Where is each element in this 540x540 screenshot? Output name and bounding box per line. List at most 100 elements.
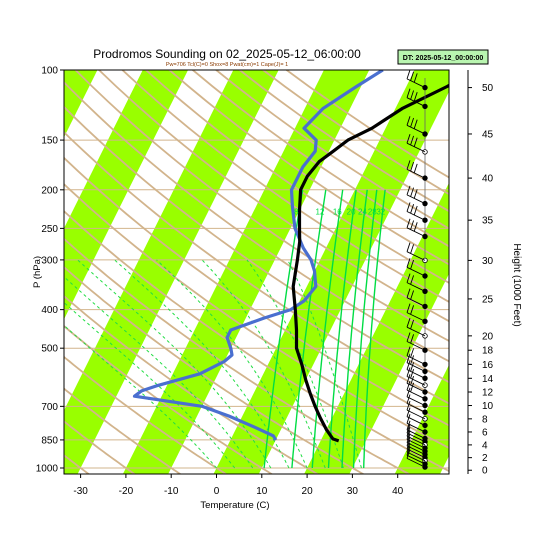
wind-barb-flag <box>406 394 411 404</box>
height-axis-label: Height (1000 Feet) <box>511 243 522 326</box>
wind-barb-shaft <box>406 369 426 379</box>
temperature-band <box>304 182 449 474</box>
wind-barb-shaft <box>406 382 426 393</box>
wind-barb-shaft <box>406 454 426 465</box>
moist-adiabat <box>64 276 254 469</box>
mixing-ratio-line <box>311 189 344 469</box>
wind-barb-flag <box>406 69 411 80</box>
mixing-ratio-label: 8 <box>294 207 299 216</box>
wind-barb-shaft <box>406 403 426 413</box>
wind-barb-station <box>422 131 428 137</box>
wind-barb-flag <box>406 367 411 377</box>
wind-barb-flag <box>406 160 411 170</box>
profiles <box>132 70 449 443</box>
wind-barb-flag <box>406 303 411 313</box>
wind-barb-flag <box>406 436 411 446</box>
wind-barb-flag <box>410 334 415 344</box>
pressure-tick-label: 250 <box>41 224 58 235</box>
wind-barb-flag <box>410 220 415 230</box>
wind-barb-flag <box>410 90 415 100</box>
wind-barb-flag <box>406 374 411 384</box>
temperature-band <box>122 70 370 474</box>
dry-adiabat <box>64 454 91 474</box>
dewpoint-profile <box>132 70 384 441</box>
wind-barb-flag <box>406 258 411 268</box>
wind-barb-shaft <box>406 142 426 153</box>
dry-adiabat <box>167 70 449 266</box>
dry-adiabat <box>0 52 56 485</box>
temperature-band <box>64 70 189 320</box>
wind-barb-station <box>422 368 428 375</box>
pressure-tick-label: 850 <box>41 435 58 446</box>
wind-barb-shaft <box>406 326 426 337</box>
wind-barb-shaft <box>406 457 426 468</box>
wind-barb-shaft <box>406 282 426 292</box>
wind-barb-shaft <box>406 396 426 406</box>
moist-adiabat <box>114 259 290 469</box>
temperature-tick-label: 10 <box>256 486 268 497</box>
dry-adiabat <box>191 70 449 248</box>
wind-barb-flag <box>413 189 418 199</box>
temperature-tick-label: -10 <box>164 486 179 497</box>
wind-barb-flag <box>406 380 411 391</box>
wind-barb-shaft <box>406 124 426 135</box>
moist-adiabat <box>246 259 344 469</box>
wind-barb-flag <box>410 369 415 379</box>
wind-barb-flag <box>413 222 418 232</box>
height-tick-label: 30 <box>482 256 494 267</box>
plot-frame <box>63 69 450 475</box>
moist-adiabat <box>64 301 236 469</box>
wind-barb-flag <box>406 360 411 370</box>
dry-adiabat <box>64 130 449 405</box>
height-tick-label: 12 <box>482 388 494 399</box>
wind-barb-shaft <box>406 168 426 179</box>
temperature-tick-label: 30 <box>347 486 359 497</box>
temperature-tick-label: 40 <box>392 486 404 497</box>
y-axis-label: P (hPa) <box>32 256 43 288</box>
dry-adiabat <box>121 70 449 303</box>
datetime-badge <box>397 49 489 65</box>
dry-adiabat <box>64 105 449 384</box>
dry-adiabat <box>97 70 449 323</box>
wind-barb-flag <box>410 275 415 285</box>
wind-barb-shaft <box>406 376 426 386</box>
wind-barb-flag <box>406 318 411 328</box>
wind-barb-shaft <box>406 297 426 307</box>
wind-barb-station <box>422 375 428 381</box>
wind-barb-flag <box>406 387 411 397</box>
wind-barb-flag <box>410 204 415 214</box>
temperature-band <box>0 52 16 485</box>
height-tick-label: 20 <box>482 331 494 342</box>
wind-barb-flag <box>406 442 411 453</box>
height-tick-label: 35 <box>482 216 494 227</box>
temperature-band <box>64 70 279 474</box>
dry-adiabat <box>64 182 449 449</box>
dry-adiabat <box>64 420 136 474</box>
wind-barb-flag <box>410 135 415 146</box>
height-tick-label: 14 <box>482 374 494 385</box>
mixing-ratio-line <box>341 189 368 469</box>
wind-barb-flag <box>410 244 415 254</box>
wind-barb-flag <box>413 205 418 216</box>
wind-barb-station <box>422 84 428 91</box>
mixing-ratio-label: 20 <box>347 207 356 216</box>
dry-adiabat <box>64 355 228 474</box>
wind-barb-flag <box>410 375 415 386</box>
wind-barb-shaft <box>406 451 426 462</box>
wind-barb-flag <box>406 427 411 437</box>
wind-barb-station <box>422 175 428 181</box>
mixing-ratio-line <box>363 189 386 469</box>
wind-barb-flag <box>410 259 415 270</box>
dry-adiabat <box>144 70 449 284</box>
dry-adiabat <box>64 156 449 427</box>
datetime-badge-text: DT: 2025-05-12_00:00:00 <box>403 55 484 62</box>
wind-barb-flag <box>406 420 411 430</box>
dry-adiabats <box>0 52 449 485</box>
wind-barb-flag <box>406 353 411 363</box>
wind-barb-flag <box>413 163 418 174</box>
wind-barb-flag <box>410 71 415 81</box>
wind-barb-shaft <box>406 227 426 237</box>
wind-barb-shaft <box>406 194 426 204</box>
